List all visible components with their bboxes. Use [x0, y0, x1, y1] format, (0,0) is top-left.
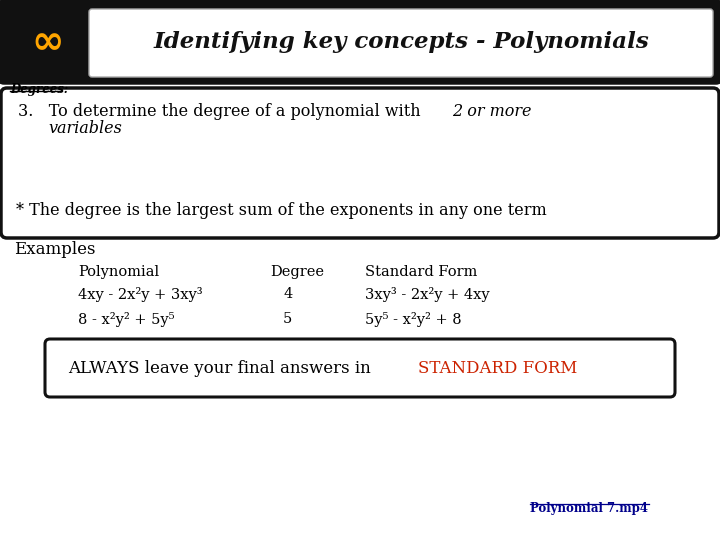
Text: Polynomial: Polynomial — [78, 265, 159, 279]
Text: Degrees:: Degrees: — [10, 83, 68, 96]
Text: 4: 4 — [283, 287, 292, 301]
Text: STANDARD FORM: STANDARD FORM — [418, 360, 577, 377]
FancyBboxPatch shape — [0, 1, 720, 83]
Text: ∞: ∞ — [32, 23, 64, 61]
Text: 8 - x²y² + 5y⁵: 8 - x²y² + 5y⁵ — [78, 312, 175, 327]
Text: 4xy - 2x²y + 3xy³: 4xy - 2x²y + 3xy³ — [78, 287, 202, 302]
Text: 5: 5 — [283, 312, 292, 326]
Text: 2 or more: 2 or more — [452, 103, 531, 120]
FancyBboxPatch shape — [45, 339, 675, 397]
Text: Polynomial 7.mp4: Polynomial 7.mp4 — [530, 502, 648, 515]
Text: * The degree is the largest sum of the exponents in any one term: * The degree is the largest sum of the e… — [16, 202, 546, 219]
Text: Identifying key concepts - Polynomials: Identifying key concepts - Polynomials — [153, 31, 649, 53]
Text: Degree: Degree — [270, 265, 324, 279]
FancyBboxPatch shape — [1, 88, 719, 238]
Text: variables: variables — [48, 120, 122, 137]
FancyBboxPatch shape — [89, 9, 713, 77]
Text: ALWAYS leave your final answers in: ALWAYS leave your final answers in — [68, 360, 376, 377]
Text: 5y⁵ - x²y² + 8: 5y⁵ - x²y² + 8 — [365, 312, 462, 327]
Text: 3xy³ - 2x²y + 4xy: 3xy³ - 2x²y + 4xy — [365, 287, 490, 302]
Text: Standard Form: Standard Form — [365, 265, 477, 279]
Text: 3.   To determine the degree of a polynomial with: 3. To determine the degree of a polynomi… — [18, 103, 426, 120]
Text: Examples: Examples — [14, 241, 96, 258]
